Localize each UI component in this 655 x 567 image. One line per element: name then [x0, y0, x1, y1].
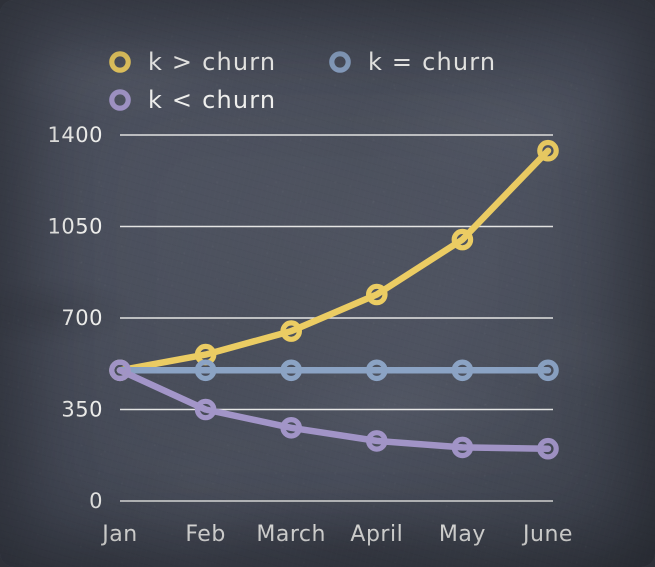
x-tick-label: May: [439, 522, 486, 547]
data-point-marker[interactable]: [537, 139, 559, 162]
legend-label: k = churn: [368, 48, 496, 76]
x-tick-label: Jan: [100, 522, 137, 547]
gridlines: [120, 134, 553, 502]
data-point-marker[interactable]: [365, 283, 388, 306]
data-point-marker[interactable]: [365, 359, 388, 382]
x-tick-label: April: [350, 522, 403, 547]
series-markers: [109, 139, 559, 460]
data-point-marker[interactable]: [109, 359, 131, 382]
series-line-1: [116, 147, 552, 374]
y-tick-label: 0: [89, 489, 103, 513]
ring-marker-icon: [109, 51, 131, 73]
data-point-marker[interactable]: [537, 359, 559, 382]
y-tick-label: 700: [61, 306, 103, 330]
data-point-marker[interactable]: [365, 430, 388, 452]
x-tick-label: March: [256, 522, 326, 547]
data-point-marker[interactable]: [451, 359, 474, 382]
x-tick-label: June: [521, 522, 573, 547]
legend-label: k > churn: [148, 48, 276, 76]
y-axis-tick-labels: 0 350 700 1050 1400: [48, 123, 103, 513]
legend-item[interactable]: k = churn: [329, 48, 497, 76]
series-lines: [116, 147, 552, 452]
data-point-marker[interactable]: [280, 320, 302, 342]
x-axis-tick-labels: Jan Feb March April May June: [100, 522, 573, 547]
y-tick-label: 350: [61, 398, 103, 422]
legend-item[interactable]: k < churn: [109, 86, 277, 114]
data-point-marker[interactable]: [280, 359, 302, 382]
y-tick-label: 1400: [48, 123, 103, 147]
data-point-marker[interactable]: [537, 437, 559, 460]
data-point-marker[interactable]: [194, 398, 217, 421]
y-tick-label: 1050: [48, 215, 103, 239]
data-point-marker[interactable]: [280, 416, 302, 439]
data-point-marker[interactable]: [451, 228, 474, 251]
data-point-marker[interactable]: [194, 359, 217, 382]
legend-label: k < churn: [148, 86, 276, 114]
series-line-3: [116, 367, 552, 452]
data-point-marker[interactable]: [451, 436, 474, 459]
ring-marker-icon: [109, 89, 131, 111]
chart-legend: k > churn k = churn k < churn: [109, 48, 497, 114]
legend-item[interactable]: k > churn: [109, 48, 277, 76]
ring-marker-icon: [329, 51, 351, 73]
x-tick-label: Feb: [185, 522, 225, 547]
